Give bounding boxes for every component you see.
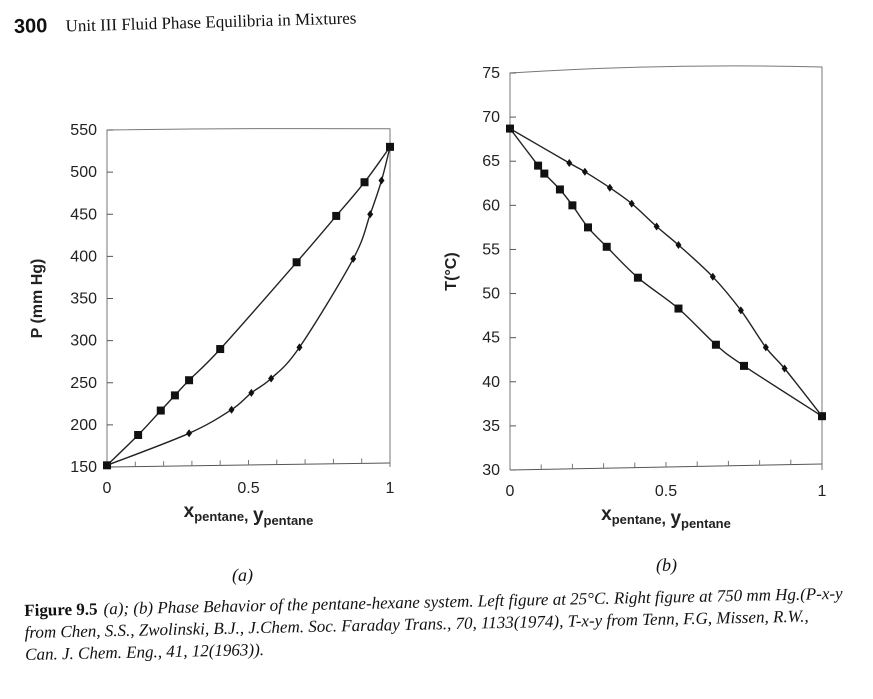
plot-frame [106, 128, 391, 467]
data-point-square [540, 169, 549, 178]
data-point-square [292, 258, 301, 267]
y-tick-label: 300 [70, 333, 97, 350]
x-tick-label: 0.5 [237, 480, 259, 497]
x-axis-label: xpentane, ypentane [601, 504, 731, 531]
data-point-square [216, 345, 225, 354]
data-point-square [711, 340, 720, 349]
data-point-square [633, 273, 642, 282]
data-point-diamond [378, 176, 385, 185]
data-point-square [602, 242, 611, 251]
x-tick-label: 1 [386, 480, 395, 497]
x-tick-label: 0.5 [655, 483, 677, 500]
running-title: Unit III Fluid Phase Equilibria in Mixtu… [65, 8, 357, 36]
y-tick-label: 70 [482, 109, 500, 126]
y-tick-label: 550 [70, 122, 97, 139]
y-tick-label: 65 [482, 153, 500, 170]
caption-text: (a); (b) Phase Behavior of the pentane-h… [24, 583, 843, 664]
page-number: 300 [13, 15, 48, 38]
data-point-diamond [781, 364, 788, 373]
series-line-liquid [106, 146, 391, 466]
data-point-diamond [248, 388, 255, 397]
data-point-square [740, 361, 748, 370]
data-point-diamond [653, 222, 660, 231]
series-line-vapor [106, 146, 391, 466]
data-point-diamond [228, 405, 235, 414]
caption-lead: Figure 9.5 [24, 599, 98, 620]
data-point-square [674, 304, 683, 313]
data-point-diamond [675, 241, 682, 250]
panel-label-b: (b) [656, 555, 677, 575]
data-point-square [534, 161, 543, 170]
data-point-diamond [387, 142, 393, 151]
y-tick-label: 30 [482, 462, 500, 479]
y-tick-label: 200 [70, 417, 97, 434]
data-point-diamond [819, 412, 825, 421]
y-tick-label: 450 [70, 206, 97, 223]
data-point-diamond [296, 343, 303, 352]
data-point-diamond [186, 429, 193, 438]
data-point-diamond [367, 210, 374, 219]
data-point-diamond [737, 306, 744, 315]
data-point-square [156, 406, 165, 415]
y-tick-label: 40 [482, 374, 500, 391]
data-point-square [134, 430, 143, 439]
data-point-diamond [566, 158, 573, 167]
data-point-diamond [507, 124, 513, 133]
data-point-square [555, 185, 564, 194]
y-tick-label: 35 [482, 418, 500, 435]
chart-temperature-composition: 30 35 40 45 50 55 60 65 70 75 0 0.5 1 xpentane, ypent… [443, 65, 827, 531]
series-line-vapor [509, 127, 823, 417]
y-tick-label: 55 [482, 241, 500, 258]
data-point-square [568, 201, 577, 210]
y-tick-label: 150 [70, 459, 97, 476]
data-point-diamond [350, 254, 357, 263]
y-tick-label: 60 [482, 197, 500, 214]
panel-label-a: (a) [232, 565, 253, 585]
y-tick-label: 250 [70, 375, 97, 392]
plot-frame [509, 65, 823, 470]
data-point-square [185, 376, 194, 385]
y-tick-label: 45 [482, 330, 500, 347]
x-tick-label: 1 [818, 483, 827, 500]
series-line-liquid [509, 128, 823, 417]
data-point-diamond [104, 461, 110, 470]
y-tick-label: 50 [482, 286, 500, 303]
data-point-diamond [606, 183, 613, 192]
y-tick-label: 75 [482, 65, 500, 82]
data-point-diamond [581, 167, 588, 176]
y-tick-label: 350 [70, 291, 97, 308]
y-axis-label: P (mm Hg) [29, 259, 46, 339]
y-axis-label: T(°C) [443, 252, 460, 290]
data-point-square [170, 391, 179, 400]
figure-caption: Figure 9.5 (a); (b) Phase Behavior of the… [24, 583, 845, 666]
y-tick-label: 500 [70, 164, 97, 181]
data-point-diamond [268, 374, 275, 383]
page-header: 300 Unit III Fluid Phase Equilibria in M… [14, 6, 357, 39]
data-point-square [584, 223, 592, 232]
data-point-diamond [709, 272, 716, 281]
x-tick-label: 0 [506, 483, 515, 500]
data-point-diamond [762, 343, 769, 352]
data-point-diamond [628, 199, 635, 208]
x-tick-label: 0 [103, 480, 112, 497]
x-axis-label: xpentane, ypentane [184, 501, 314, 528]
data-point-square [360, 178, 369, 187]
y-tick-label: 400 [70, 248, 97, 265]
data-point-square [332, 211, 341, 220]
chart-pressure-composition: 150 200 250 300 350 400 450 500 550 0 0.5 1 xpentane… [29, 122, 395, 528]
